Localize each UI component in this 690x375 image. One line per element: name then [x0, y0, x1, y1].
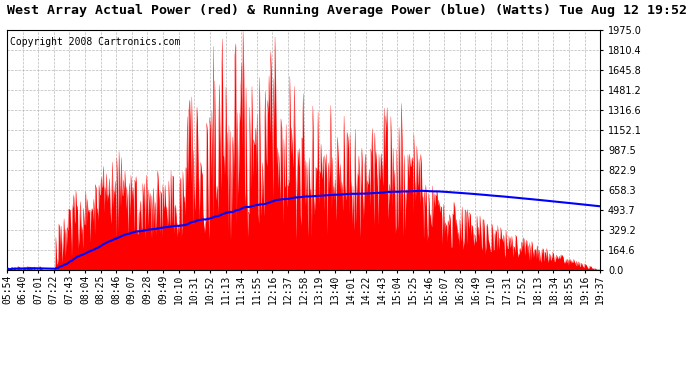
Text: Copyright 2008 Cartronics.com: Copyright 2008 Cartronics.com [10, 37, 180, 47]
Text: West Array Actual Power (red) & Running Average Power (blue) (Watts) Tue Aug 12 : West Array Actual Power (red) & Running … [7, 4, 687, 17]
